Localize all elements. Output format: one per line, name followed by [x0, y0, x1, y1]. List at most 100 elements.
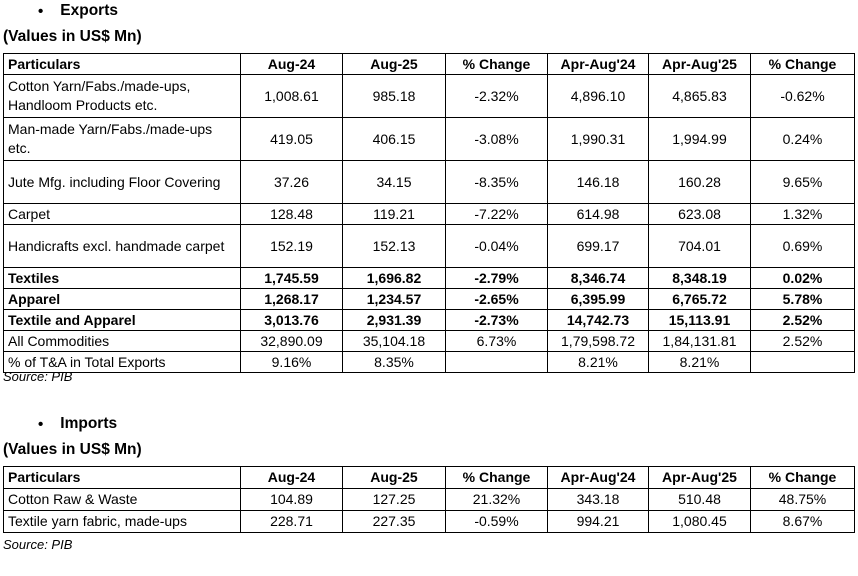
value-cell: -2.73% [445, 309, 548, 331]
table-row: Cotton Raw & Waste 104.89 127.25 21.32% 343.… [3, 488, 855, 511]
value-cell: 9.65% [750, 160, 855, 204]
column-header: Particulars [3, 466, 241, 489]
value-cell: 1,080.45 [648, 510, 751, 533]
value-cell: 343.18 [547, 488, 649, 511]
value-cell: 6,395.99 [547, 288, 649, 310]
value-cell: 510.48 [648, 488, 751, 511]
value-cell: 1,994.99 [648, 117, 751, 161]
value-cell: 152.19 [240, 224, 343, 268]
value-cell: -2.79% [445, 267, 548, 289]
row-label-cell: Jute Mfg. including Floor Covering [3, 160, 241, 204]
value-cell: 1,268.17 [240, 288, 343, 310]
column-header: % Change [445, 466, 548, 489]
column-header: Apr-Aug'25 [648, 466, 751, 489]
column-header: Apr-Aug'24 [547, 53, 649, 75]
value-cell: 8.21% [648, 351, 751, 373]
value-cell: 0.02% [750, 267, 855, 289]
value-cell: -0.59% [445, 510, 548, 533]
value-cell: 6,765.72 [648, 288, 751, 310]
column-header: % Change [750, 466, 855, 489]
value-cell: 985.18 [342, 74, 446, 118]
exports-units-label: (Values in US$ Mn) [3, 28, 142, 45]
value-cell: -0.62% [750, 74, 855, 118]
value-cell: 146.18 [547, 160, 649, 204]
value-cell: 8.35% [342, 351, 446, 373]
imports-title: Imports [60, 415, 118, 432]
value-cell: -2.65% [445, 288, 548, 310]
table-row: % of T&A in Total Exports 9.16% 8.35% 8.21%… [3, 351, 855, 373]
value-cell: 4,865.83 [648, 74, 751, 118]
value-cell: 5.78% [750, 288, 855, 310]
value-cell: 1,745.59 [240, 267, 343, 289]
value-cell: 1,990.31 [547, 117, 649, 161]
value-cell: 704.01 [648, 224, 751, 268]
value-cell: 32,890.09 [240, 330, 343, 352]
value-cell: 614.98 [547, 203, 649, 225]
row-label-cell: Cotton Yarn/Fabs./made-ups, Handloom Pro… [3, 74, 241, 118]
column-header: % Change [750, 53, 855, 75]
value-cell: 128.48 [240, 203, 343, 225]
value-cell: 1.32% [750, 203, 855, 225]
value-cell: 8,348.19 [648, 267, 751, 289]
table-row: Carpet 128.48 119.21 -7.22% 614.98 623.08 1.32… [3, 203, 855, 225]
value-cell: -7.22% [445, 203, 548, 225]
column-header: Aug-25 [342, 53, 446, 75]
table-row: Textile and Apparel 3,013.76 2,931.39 -2.73… [3, 309, 855, 331]
value-cell: 0.69% [750, 224, 855, 268]
value-cell: 3,013.76 [240, 309, 343, 331]
value-cell: 699.17 [547, 224, 649, 268]
bullet-icon: • [38, 415, 44, 433]
value-cell: -2.32% [445, 74, 548, 118]
value-cell: 14,742.73 [547, 309, 649, 331]
row-label-cell: Carpet [3, 203, 241, 225]
imports-table-body: Cotton Raw & Waste 104.89 127.25 21.32% 343.… [3, 488, 855, 533]
value-cell: 8.21% [547, 351, 649, 373]
exports-title: Exports [60, 2, 118, 19]
value-cell: 48.75% [750, 488, 855, 511]
value-cell: 623.08 [648, 203, 751, 225]
value-cell [445, 351, 548, 373]
column-header: Apr-Aug'24 [547, 466, 649, 489]
exports-header-row: Particulars Aug-24 Aug-25 % Change Apr-A… [3, 53, 855, 75]
row-label-cell: Cotton Raw & Waste [3, 488, 241, 511]
column-header: Particulars [3, 53, 241, 75]
value-cell: 6.73% [445, 330, 548, 352]
table-row: Textiles 1,745.59 1,696.82 -2.79% 8,346.74 8,… [3, 267, 855, 289]
value-cell: 119.21 [342, 203, 446, 225]
imports-heading: • Imports [38, 415, 117, 433]
value-cell: 1,79,598.72 [547, 330, 649, 352]
value-cell: 419.05 [240, 117, 343, 161]
value-cell: 228.71 [240, 510, 343, 533]
row-label-cell: Textile yarn fabric, made-ups [3, 510, 241, 533]
value-cell: -0.04% [445, 224, 548, 268]
value-cell: 2,931.39 [342, 309, 446, 331]
value-cell: 35,104.18 [342, 330, 446, 352]
table-row: Handicrafts excl. handmade carpet 152.19 1… [3, 224, 855, 268]
value-cell: 127.25 [342, 488, 446, 511]
value-cell: 1,234.57 [342, 288, 446, 310]
value-cell: 9.16% [240, 351, 343, 373]
value-cell: 4,896.10 [547, 74, 649, 118]
column-header: % Change [445, 53, 548, 75]
value-cell: 8.67% [750, 510, 855, 533]
exports-heading: • Exports [38, 2, 118, 20]
table-row: All Commodities 32,890.09 35,104.18 6.73% 1,… [3, 330, 855, 352]
row-label-cell: Textiles [3, 267, 241, 289]
value-cell: 152.13 [342, 224, 446, 268]
table-row: Apparel 1,268.17 1,234.57 -2.65% 6,395.99 6,7… [3, 288, 855, 310]
bullet-icon: • [38, 2, 44, 20]
value-cell: 227.35 [342, 510, 446, 533]
row-label-cell: All Commodities [3, 330, 241, 352]
value-cell: 160.28 [648, 160, 751, 204]
imports-table: Particulars Aug-24 Aug-25 % Change Apr-A… [3, 466, 855, 533]
table-row: Jute Mfg. including Floor Covering 37.26 3… [3, 160, 855, 204]
row-label-cell: Apparel [3, 288, 241, 310]
value-cell: 994.21 [547, 510, 649, 533]
value-cell: 104.89 [240, 488, 343, 511]
value-cell: -8.35% [445, 160, 548, 204]
value-cell [750, 351, 855, 373]
row-label-cell: Man-made Yarn/Fabs./made-ups etc. [3, 117, 241, 161]
value-cell: 1,696.82 [342, 267, 446, 289]
value-cell: -3.08% [445, 117, 548, 161]
table-row: Cotton Yarn/Fabs./made-ups, Handloom Pro… [3, 74, 855, 118]
